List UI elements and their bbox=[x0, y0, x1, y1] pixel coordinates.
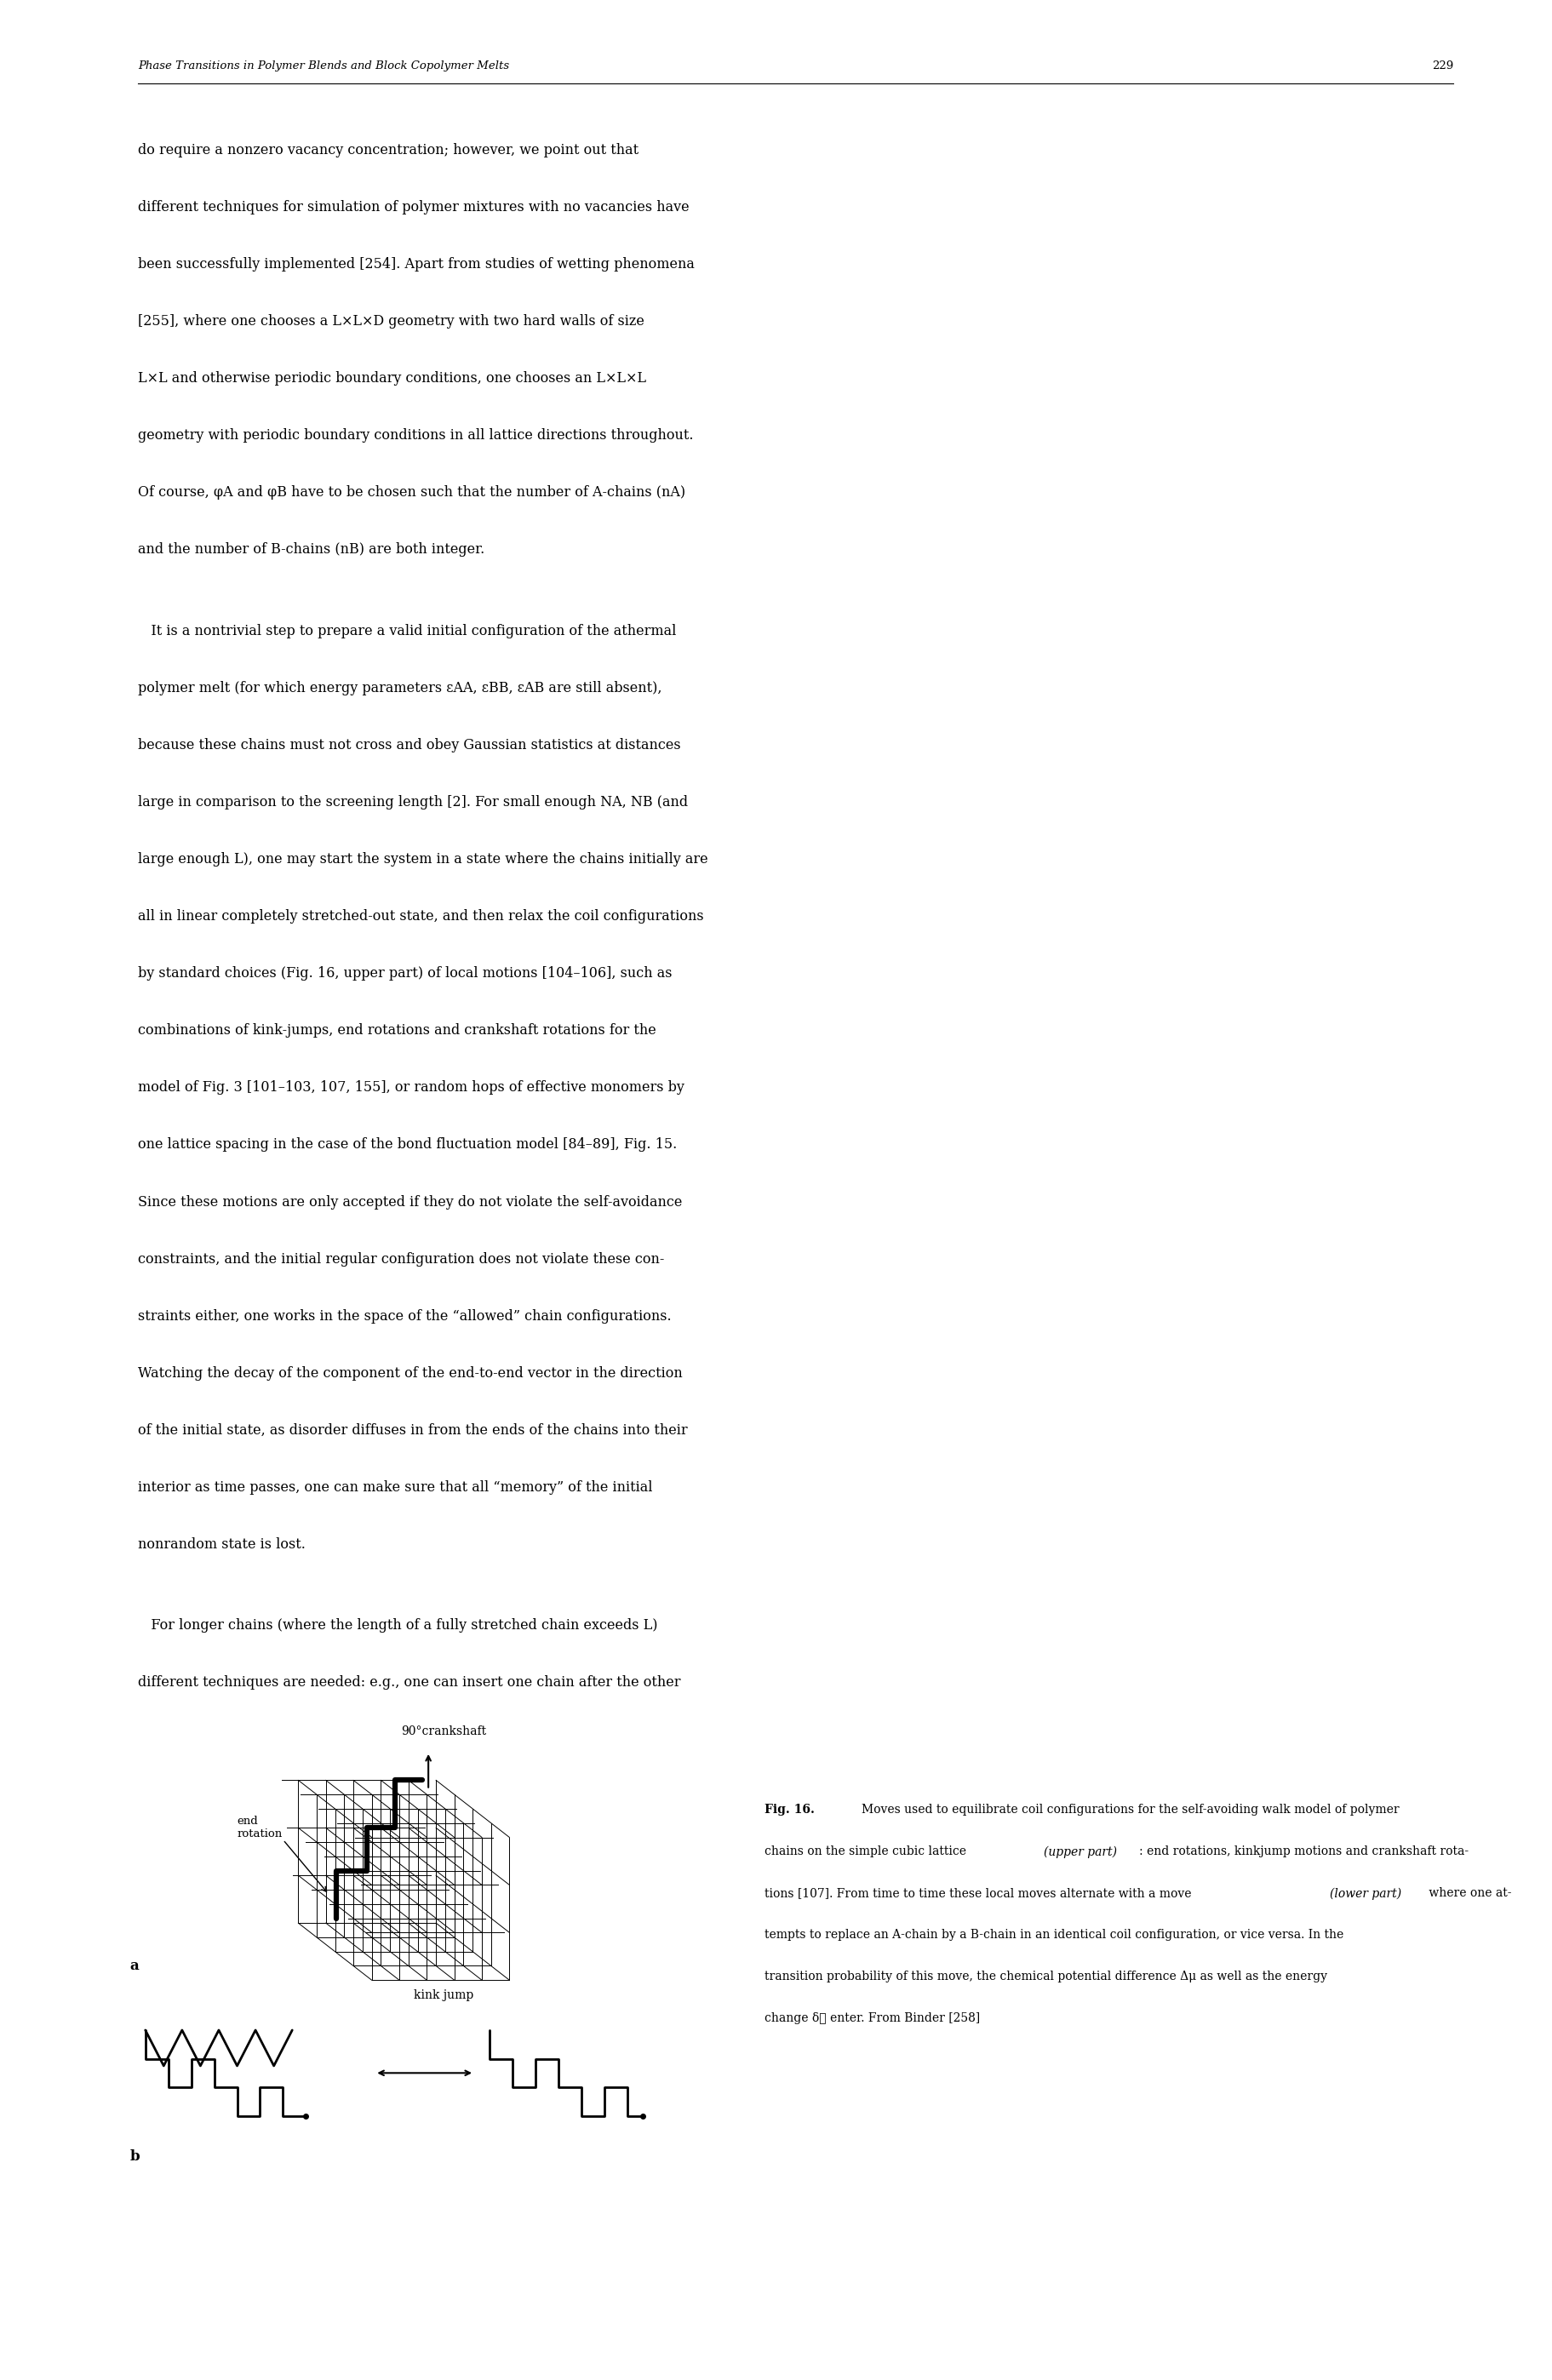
Text: where one at-: where one at- bbox=[1425, 1887, 1512, 1899]
Text: one lattice spacing in the case of the bond fluctuation model [84–89], Fig. 15.: one lattice spacing in the case of the b… bbox=[138, 1138, 677, 1152]
Text: 90°crankshaft: 90°crankshaft bbox=[400, 1726, 486, 1737]
Text: polymer melt (for which energy parameters εAA, εBB, εAB are still absent),: polymer melt (for which energy parameter… bbox=[138, 681, 661, 695]
Text: Watching the decay of the component of the end-to-end vector in the direction: Watching the decay of the component of t… bbox=[138, 1366, 683, 1380]
Text: a: a bbox=[130, 1959, 140, 1973]
Text: Of course, φA and φB have to be chosen such that the number of A-chains (nA): Of course, φA and φB have to be chosen s… bbox=[138, 486, 684, 500]
Text: different techniques for simulation of polymer mixtures with no vacancies have: different techniques for simulation of p… bbox=[138, 200, 689, 214]
Text: do require a nonzero vacancy concentration; however, we point out that: do require a nonzero vacancy concentrati… bbox=[138, 143, 638, 157]
Text: tempts to replace an A-chain by a B-chain in an identical coil configuration, or: tempts to replace an A-chain by a B-chai… bbox=[765, 1928, 1344, 1942]
Text: tions [107]. From time to time these local moves alternate with a move: tions [107]. From time to time these loc… bbox=[765, 1887, 1195, 1899]
Text: chains on the simple cubic lattice: chains on the simple cubic lattice bbox=[765, 1847, 970, 1859]
Text: model of Fig. 3 [101–103, 107, 155], or random hops of effective monomers by: model of Fig. 3 [101–103, 107, 155], or … bbox=[138, 1081, 684, 1095]
Text: (lower part): (lower part) bbox=[1330, 1887, 1401, 1899]
Text: and the number of B-chains (nB) are both integer.: and the number of B-chains (nB) are both… bbox=[138, 543, 484, 557]
Text: interior as time passes, one can make sure that all “memory” of the initial: interior as time passes, one can make su… bbox=[138, 1480, 652, 1495]
Text: been successfully implemented [254]. Apart from studies of wetting phenomena: been successfully implemented [254]. Apa… bbox=[138, 257, 694, 271]
Text: combinations of kink-jumps, end rotations and crankshaft rotations for the: combinations of kink-jumps, end rotation… bbox=[138, 1023, 656, 1038]
Text: different techniques are needed: e.g., one can insert one chain after the other: different techniques are needed: e.g., o… bbox=[138, 1676, 680, 1690]
Text: : end rotations, kinkjump motions and crankshaft rota-: : end rotations, kinkjump motions and cr… bbox=[1139, 1847, 1468, 1859]
Text: Moves used to equilibrate coil configurations for the self-avoiding walk model o: Moves used to equilibrate coil configura… bbox=[861, 1804, 1398, 1816]
Text: Fig. 16.: Fig. 16. bbox=[765, 1804, 815, 1816]
Text: L×L and otherwise periodic boundary conditions, one chooses an L×L×L: L×L and otherwise periodic boundary cond… bbox=[138, 371, 646, 386]
Text: For longer chains (where the length of a fully stretched chain exceeds L): For longer chains (where the length of a… bbox=[138, 1618, 658, 1633]
Text: of the initial state, as disorder diffuses in from the ends of the chains into t: of the initial state, as disorder diffus… bbox=[138, 1423, 688, 1438]
Text: change δ℘ enter. From Binder [258]: change δ℘ enter. From Binder [258] bbox=[765, 2013, 981, 2025]
Text: nonrandom state is lost.: nonrandom state is lost. bbox=[138, 1537, 306, 1552]
Text: (upper part): (upper part) bbox=[1043, 1847, 1116, 1859]
Text: [255], where one chooses a L×L×D geometry with two hard walls of size: [255], where one chooses a L×L×D geometr… bbox=[138, 314, 644, 328]
Text: large enough L), one may start the system in a state where the chains initially : large enough L), one may start the syste… bbox=[138, 852, 708, 866]
Text: transition probability of this move, the chemical potential difference Δμ as wel: transition probability of this move, the… bbox=[765, 1971, 1327, 1983]
Text: kink jump: kink jump bbox=[414, 1990, 473, 2002]
Text: straints either, one works in the space of the “allowed” chain configurations.: straints either, one works in the space … bbox=[138, 1309, 670, 1323]
Text: b: b bbox=[130, 2149, 140, 2163]
Text: 229: 229 bbox=[1432, 60, 1453, 71]
Text: Phase Transitions in Polymer Blends and Block Copolymer Melts: Phase Transitions in Polymer Blends and … bbox=[138, 60, 509, 71]
Text: large in comparison to the screening length [2]. For small enough NA, NB (and: large in comparison to the screening len… bbox=[138, 795, 688, 809]
Text: all in linear completely stretched-out state, and then relax the coil configurat: all in linear completely stretched-out s… bbox=[138, 909, 703, 923]
Text: by standard choices (Fig. 16, upper part) of local motions [104–106], such as: by standard choices (Fig. 16, upper part… bbox=[138, 966, 672, 981]
Text: because these chains must not cross and obey Gaussian statistics at distances: because these chains must not cross and … bbox=[138, 738, 680, 752]
Text: It is a nontrivial step to prepare a valid initial configuration of the athermal: It is a nontrivial step to prepare a val… bbox=[138, 624, 677, 638]
Text: geometry with periodic boundary conditions in all lattice directions throughout.: geometry with periodic boundary conditio… bbox=[138, 428, 694, 443]
Text: constraints, and the initial regular configuration does not violate these con-: constraints, and the initial regular con… bbox=[138, 1252, 664, 1266]
Text: end
rotation: end rotation bbox=[237, 1816, 282, 1840]
Text: Since these motions are only accepted if they do not violate the self-avoidance: Since these motions are only accepted if… bbox=[138, 1195, 681, 1209]
